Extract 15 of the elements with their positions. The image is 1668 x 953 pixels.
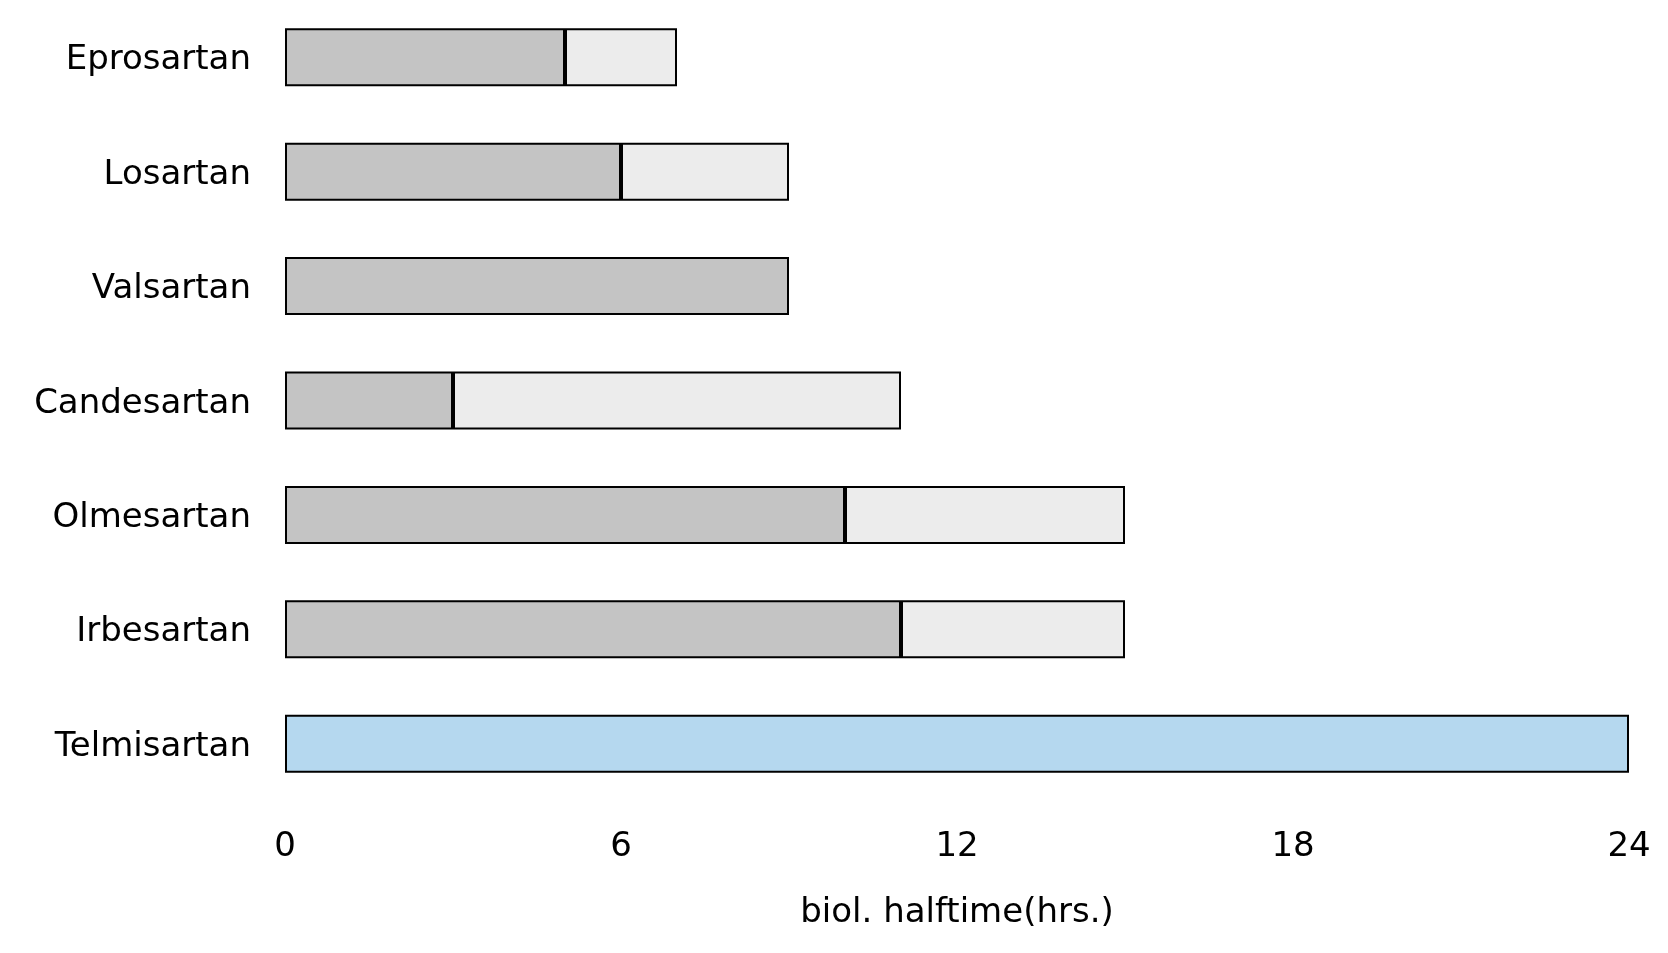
y-tick-label: Telmisartan <box>53 723 251 764</box>
bar <box>285 714 1629 773</box>
x-tick-label: 12 <box>935 824 979 864</box>
y-tick-label: Irbesartan <box>76 609 251 650</box>
bar <box>285 257 789 316</box>
x-tick-label: 24 <box>1607 824 1651 864</box>
x-tick-label: 6 <box>610 824 632 864</box>
y-tick-label: Candesartan <box>34 380 251 421</box>
y-tick-label: Valsartan <box>91 266 251 307</box>
y-tick-label: Losartan <box>103 151 251 192</box>
x-tick-label: 0 <box>274 824 296 864</box>
y-tick-label: Eprosartan <box>65 37 251 78</box>
x-tick-label: 18 <box>1271 824 1315 864</box>
y-tick-label: Olmesartan <box>52 494 251 535</box>
x-axis-title: biol. halftime(hrs.) <box>800 890 1114 930</box>
